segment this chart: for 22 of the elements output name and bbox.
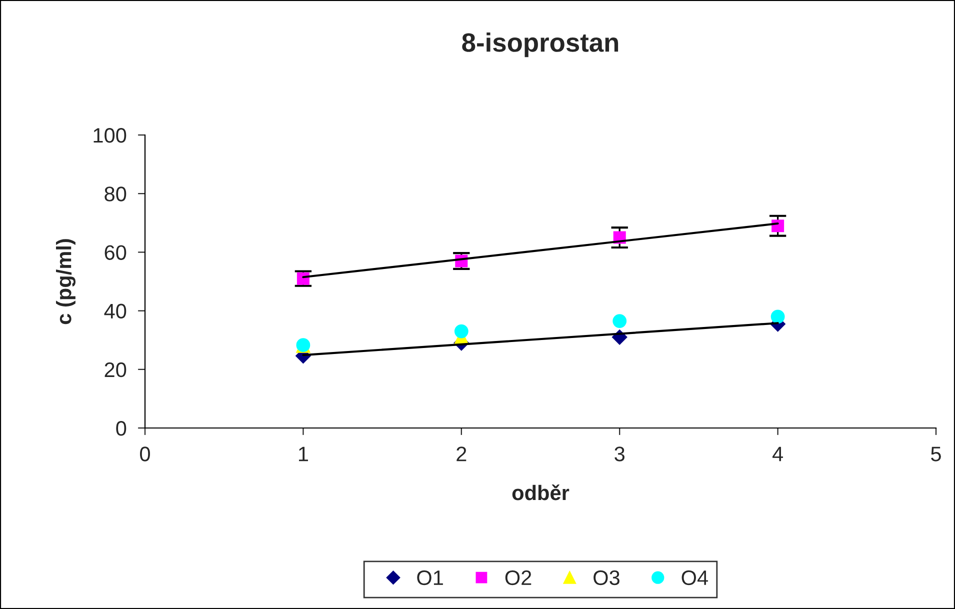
x-tick-label: 2 <box>456 446 466 462</box>
x-tick-label: 0 <box>140 446 150 462</box>
x-tick-label: 4 <box>772 446 783 462</box>
legend-label: O4 <box>682 570 708 586</box>
x-tick-label: 1 <box>298 446 308 462</box>
y-tick-label: 20 <box>104 362 126 378</box>
chart-title: 8-isoprostan <box>462 32 618 58</box>
legend-label: O1 <box>417 570 443 586</box>
y-tick-label: 100 <box>94 128 126 143</box>
x-tick-label: 5 <box>931 446 941 462</box>
y-tick-label: 60 <box>104 245 126 260</box>
y-tick-label: 80 <box>104 186 126 202</box>
y-tick-label: 0 <box>116 421 126 436</box>
y-tick-label: 40 <box>104 304 126 319</box>
y-axis-title: c (pg/ml) <box>56 239 76 324</box>
legend-label: O2 <box>505 570 532 586</box>
point <box>454 324 468 338</box>
point <box>770 310 785 324</box>
point <box>612 314 627 328</box>
legend-label: O3 <box>594 570 620 586</box>
x-axis-title: odběr <box>512 484 570 500</box>
x-tick-label: 3 <box>614 446 624 462</box>
